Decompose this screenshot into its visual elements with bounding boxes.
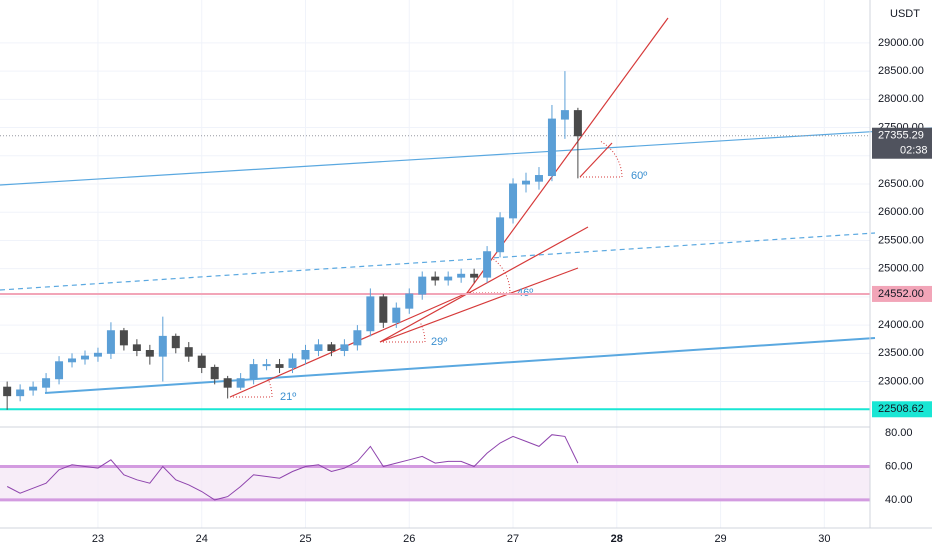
candle-body <box>3 386 12 397</box>
candle-body <box>340 344 349 351</box>
candle-body <box>509 183 518 219</box>
candle-body <box>262 364 271 367</box>
y-tick-label: 23000.00 <box>878 375 924 387</box>
candle-body <box>534 175 543 182</box>
y-tick-label: 25000.00 <box>878 263 924 275</box>
candle-body <box>106 330 115 354</box>
candle-body <box>496 217 505 253</box>
candle-body <box>470 273 479 278</box>
candle-body <box>80 355 89 360</box>
y-tick-label: 23500.00 <box>878 347 924 359</box>
candle-body <box>327 344 336 351</box>
x-tick-label: 29 <box>714 533 726 545</box>
trend-line <box>0 232 876 291</box>
x-tick-label: 30 <box>818 533 830 545</box>
candle-body <box>197 355 206 368</box>
rsi-line <box>6 434 579 501</box>
annotation: 29º <box>431 336 447 348</box>
price-tag-label: 24552.00 <box>878 288 924 300</box>
candle-body <box>457 273 466 278</box>
candle-body <box>55 361 64 380</box>
candle-body <box>288 358 297 368</box>
candle-body <box>431 276 440 281</box>
y-tick-label: 28500.00 <box>878 65 924 77</box>
x-tick-label: 25 <box>299 533 311 545</box>
candle-body <box>93 352 102 357</box>
candle-body <box>29 386 38 391</box>
y-tick-label: 26000.00 <box>878 206 924 218</box>
candle-body <box>444 276 453 281</box>
candle-body <box>223 378 232 388</box>
candle-body <box>275 364 284 368</box>
unit-label: USDT <box>890 8 920 20</box>
candle-body <box>301 349 310 360</box>
candle-body <box>236 378 245 388</box>
y-tick-label: 24000.00 <box>878 319 924 331</box>
candle-body <box>366 296 375 332</box>
y-tick-label: 80.00 <box>885 427 913 439</box>
annotation: 46º <box>517 287 533 299</box>
candle-body <box>392 307 401 323</box>
grid <box>0 0 870 528</box>
candle-body <box>353 330 362 346</box>
y-tick-label: 40.00 <box>885 494 913 506</box>
unit-box <box>872 4 930 22</box>
y-tick-label: 25500.00 <box>878 234 924 246</box>
trend-line <box>379 267 579 343</box>
candle-body <box>379 296 388 323</box>
candle-body <box>573 110 582 137</box>
candle-body <box>145 349 154 357</box>
candle-body <box>158 335 167 357</box>
price-tag-label: 22508.62 <box>878 403 924 415</box>
x-tick-label: 26 <box>403 533 415 545</box>
trend-line <box>229 292 468 398</box>
candle-body <box>522 180 531 185</box>
candle-body <box>184 347 193 357</box>
trend-line <box>579 142 613 178</box>
last-price-label: 27355.29 <box>878 130 924 142</box>
candle-body <box>560 110 569 120</box>
candle-body <box>418 276 427 295</box>
countdown: 02:38 <box>900 145 928 157</box>
candle-body <box>483 251 492 278</box>
candle-body <box>119 330 128 346</box>
x-tick-label: 24 <box>196 533 208 545</box>
price-tag <box>872 401 932 418</box>
price-axis: 23 24 25 26 27 28 29 30 23000.00 23500.00 24000.00… <box>92 37 932 545</box>
candle-body <box>547 118 556 177</box>
trend-line <box>379 226 589 343</box>
candle-body <box>405 293 414 309</box>
candle-body <box>42 378 51 388</box>
rsi-band <box>0 466 870 500</box>
annotation: 60º <box>631 170 647 182</box>
candle-body <box>314 344 323 351</box>
x-tick-label: 27 <box>507 533 519 545</box>
candle-body <box>68 358 77 363</box>
y-tick-label: 26500.00 <box>878 178 924 190</box>
candle-body <box>249 364 258 380</box>
candle-body <box>16 389 25 397</box>
y-tick-label: 29000.00 <box>878 37 924 49</box>
trend-line <box>0 127 932 186</box>
marks <box>0 71 870 501</box>
x-tick-label: 28 <box>611 533 623 545</box>
price-tag <box>872 127 932 159</box>
y-tick-label: 28000.00 <box>878 93 924 105</box>
annotation: 21º <box>280 391 296 403</box>
trend-line <box>44 337 876 394</box>
x-tick-label: 23 <box>92 533 104 545</box>
price-tag <box>872 285 932 302</box>
y-tick-label: 60.00 <box>885 460 913 472</box>
candle-body <box>171 335 180 349</box>
candle-body <box>132 344 141 351</box>
candle-body <box>210 366 219 380</box>
